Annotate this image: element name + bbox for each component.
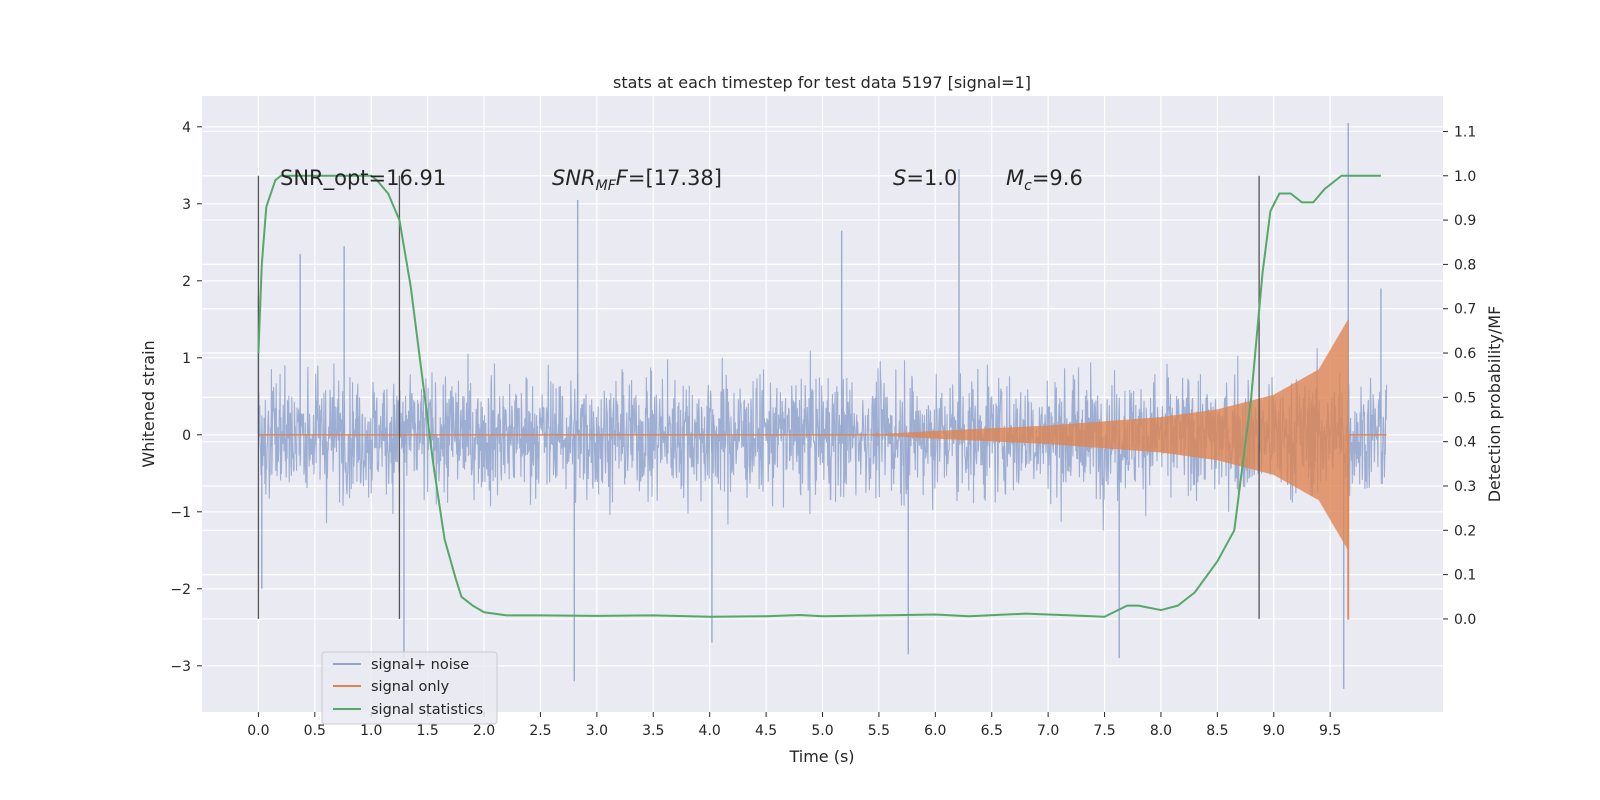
- x-tick-label-12: 6.0: [924, 723, 946, 739]
- x-axis-label: Time (s): [788, 747, 854, 766]
- annotation-snr-mf-f: F: [616, 166, 629, 190]
- x-tick-label-18: 9.0: [1263, 723, 1285, 739]
- x-tick-label-14: 7.0: [1037, 723, 1059, 739]
- y-tick-label-1: 3: [182, 197, 191, 213]
- series-signal-statistics: [257, 174, 1381, 618]
- x-tick-labels: 0.0 0.5 1.0 1.5 2.0 2.5 3.0 3.5 4.0 4.5 5.0 5.5 6.0 6…: [247, 712, 1341, 739]
- y2-axis-label: Detection probability/MF: [1485, 306, 1504, 503]
- y2-tick-label-5: 0.6: [1454, 346, 1476, 362]
- legend: signal+ noise signal only signal statist…: [321, 651, 498, 725]
- y-axis-label: Whitened strain: [139, 340, 158, 467]
- y2-tick-label-11: 0.0: [1454, 612, 1476, 628]
- y2-tick-label-7: 0.4: [1454, 435, 1476, 451]
- legend-label-signal-plus-noise: signal+ noise: [371, 657, 469, 673]
- x-tick-label-0: 0.0: [247, 723, 269, 739]
- y2-tick-labels: 1.1 1.0 0.9 0.8 0.7 0.6 0.5 0.4 0.3 0.2 0.1 0.0: [1443, 124, 1476, 628]
- x-tick-label-11: 5.5: [868, 723, 890, 739]
- x-tick-label-17: 8.5: [1206, 723, 1228, 739]
- x-tick-label-16: 8.0: [1150, 723, 1172, 739]
- annotation-mc-sub: c: [1024, 178, 1032, 194]
- annotation-mc: Mc=9.6: [1006, 166, 1083, 194]
- y-tick-label-3: 1: [182, 351, 191, 367]
- series-signal-only: [258, 319, 1387, 620]
- annotation-s: S=1.0: [893, 166, 957, 190]
- y-tick-label-0: 4: [182, 120, 191, 136]
- annotation-snr-mf: SNRMFF=[17.38]: [552, 166, 722, 194]
- y2-tick-label-4: 0.7: [1454, 302, 1476, 318]
- legend-label-signal-only: signal only: [371, 679, 450, 695]
- annotation-s-symbol: S: [893, 166, 906, 190]
- annotation-snr-mf-value: =[17.38]: [628, 166, 722, 190]
- y2-tick-label-9: 0.2: [1454, 523, 1476, 539]
- y-tick-label-6: −2: [170, 582, 191, 598]
- y2-tick-label-1: 1.0: [1454, 169, 1476, 185]
- x-tick-label-9: 4.5: [755, 723, 777, 739]
- y2-tick-label-3: 0.8: [1454, 257, 1476, 273]
- x-tick-label-19: 9.5: [1319, 723, 1341, 739]
- x-tick-label-8: 4.0: [699, 723, 721, 739]
- y2-tick-label-10: 0.1: [1454, 568, 1476, 584]
- x-tick-label-13: 6.5: [981, 723, 1003, 739]
- y2-tick-label-8: 0.3: [1454, 479, 1476, 495]
- y-tick-label-5: −1: [170, 505, 191, 521]
- y-tick-label-4: 0: [182, 428, 191, 444]
- y-tick-label-7: −3: [170, 659, 191, 675]
- x-tick-label-5: 2.5: [529, 723, 551, 739]
- annotation-snr-opt: SNR_opt=16.91: [280, 166, 446, 191]
- y-tick-label-2: 2: [182, 274, 191, 290]
- signal-chirp: [867, 319, 1349, 550]
- annotation-s-value: =1.0: [906, 166, 957, 190]
- chart-title: stats at each timestep for test data 519…: [613, 73, 1031, 92]
- y2-tick-label-0: 1.1: [1454, 124, 1476, 140]
- vertical-markers: [257, 175, 1260, 619]
- x-tick-label-4: 2.0: [473, 723, 495, 739]
- annotation-snr-mf-sub: MF: [596, 178, 617, 194]
- x-tick-label-10: 5.0: [811, 723, 833, 739]
- x-tick-label-15: 7.5: [1093, 723, 1115, 739]
- statistics-line: [257, 174, 1381, 618]
- y2-tick-label-2: 0.9: [1454, 213, 1476, 229]
- y2-tick-label-6: 0.5: [1454, 390, 1476, 406]
- x-tick-label-3: 1.5: [417, 723, 439, 739]
- legend-label-signal-statistics: signal statistics: [371, 702, 483, 718]
- legend-box: [321, 651, 498, 725]
- x-tick-label-2: 1.0: [360, 723, 382, 739]
- x-tick-label-6: 3.0: [586, 723, 608, 739]
- x-tick-label-1: 0.5: [304, 723, 326, 739]
- annotation-mc-value: =9.6: [1032, 166, 1083, 190]
- x-tick-label-7: 3.5: [642, 723, 664, 739]
- annotation-snr-mf-main: SNR: [552, 166, 596, 190]
- annotation-mc-main: M: [1006, 166, 1024, 190]
- y-tick-labels: 4 3 2 1 0 −1 −2 −3: [170, 120, 202, 675]
